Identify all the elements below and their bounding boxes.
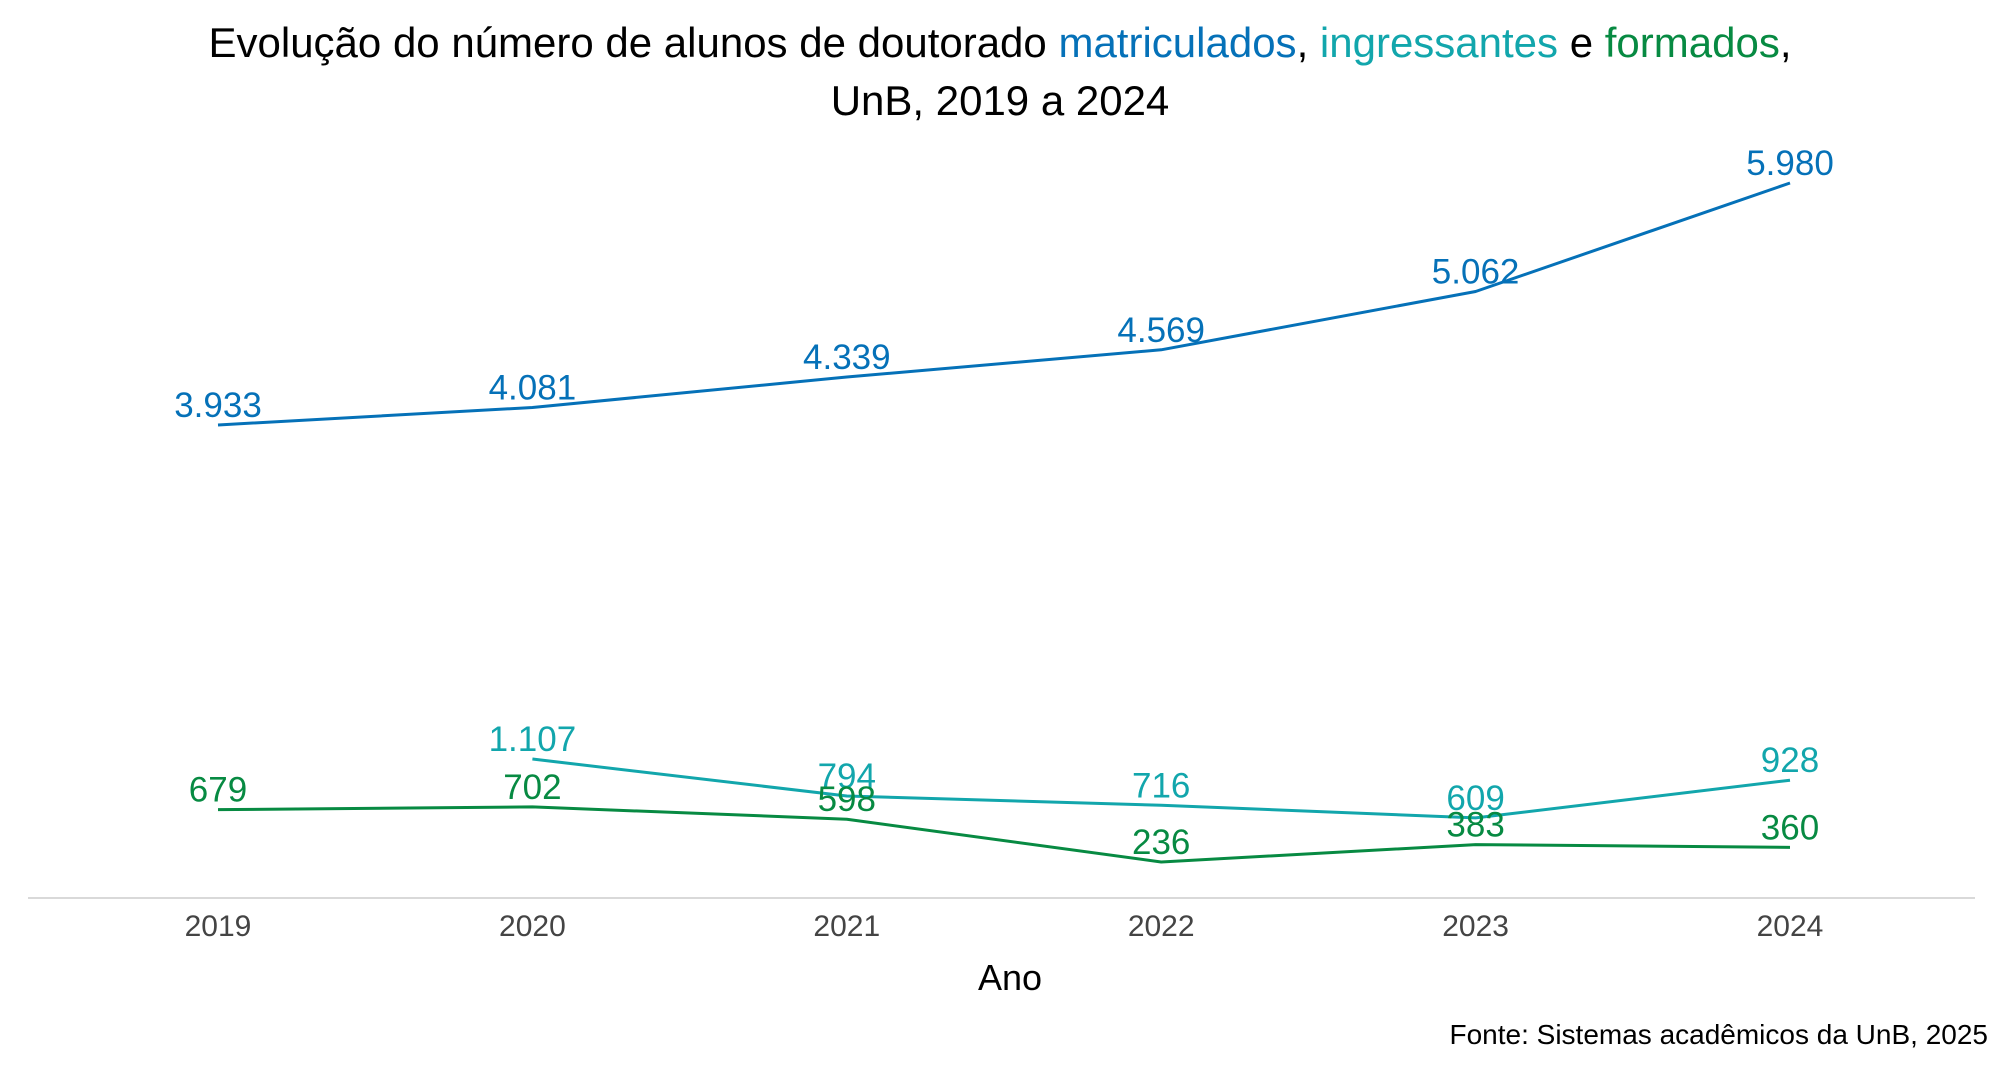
x-tick-label: 2023 bbox=[1442, 910, 1509, 943]
data-label-formados: 598 bbox=[818, 780, 876, 819]
data-labels: 3.933 4.081 4.339 4.569 5.062 5.980 1.107 794 71… bbox=[174, 144, 1834, 862]
chart-title-line1: Evolução do número de alunos de doutorad… bbox=[0, 14, 2000, 72]
data-label-formados: 360 bbox=[1761, 808, 1819, 847]
x-tick-label: 2024 bbox=[1757, 910, 1824, 943]
x-tick-label: 2019 bbox=[185, 910, 252, 943]
title-part: , bbox=[1779, 19, 1792, 66]
x-tick-label: 2020 bbox=[499, 910, 566, 943]
data-label-matriculados: 5.980 bbox=[1746, 144, 1834, 183]
data-label-matriculados: 3.933 bbox=[174, 386, 262, 425]
x-axis-label: Ano bbox=[978, 957, 1042, 998]
title-part-matriculados: matriculados bbox=[1058, 19, 1297, 66]
data-label-ingressantes: 609 bbox=[1446, 779, 1504, 818]
data-label-ingressantes: 1.107 bbox=[489, 720, 577, 759]
data-label-matriculados: 5.062 bbox=[1432, 253, 1520, 292]
data-label-ingressantes: 716 bbox=[1132, 766, 1190, 805]
chart-title: Evolução do número de alunos de doutorad… bbox=[0, 14, 2000, 130]
data-label-matriculados: 4.569 bbox=[1117, 311, 1205, 350]
x-tick-label: 2021 bbox=[813, 910, 880, 943]
chart-title-line2: UnB, 2019 a 2024 bbox=[830, 77, 1170, 124]
data-label-formados: 383 bbox=[1446, 806, 1504, 845]
series-line-formados bbox=[217, 805, 1791, 864]
source-note: Fonte: Sistemas acadêmicos da UnB, 2025 bbox=[1449, 1019, 1988, 1050]
title-part: Evolução do número de alunos de doutorad… bbox=[208, 19, 1059, 66]
series-lines bbox=[217, 181, 1791, 864]
title-part-ingressantes: ingressantes bbox=[1319, 19, 1559, 66]
series-line-ingressantes bbox=[532, 757, 1791, 820]
data-label-ingressantes: 794 bbox=[818, 757, 876, 796]
data-label-formados: 679 bbox=[189, 771, 247, 810]
title-part: e bbox=[1558, 19, 1605, 66]
data-label-matriculados: 4.081 bbox=[489, 368, 577, 407]
x-tick-label: 2022 bbox=[1128, 910, 1195, 943]
data-label-formados: 236 bbox=[1132, 823, 1190, 862]
x-tick-labels: 2019 2020 2021 2022 2023 2024 bbox=[185, 910, 1824, 943]
title-part-formados: formados bbox=[1604, 19, 1780, 66]
data-label-matriculados: 4.339 bbox=[803, 338, 891, 377]
series-line-matriculados bbox=[217, 181, 1791, 427]
data-label-formados: 702 bbox=[503, 768, 561, 807]
data-label-ingressantes: 928 bbox=[1761, 741, 1819, 780]
title-part: , bbox=[1296, 19, 1320, 66]
